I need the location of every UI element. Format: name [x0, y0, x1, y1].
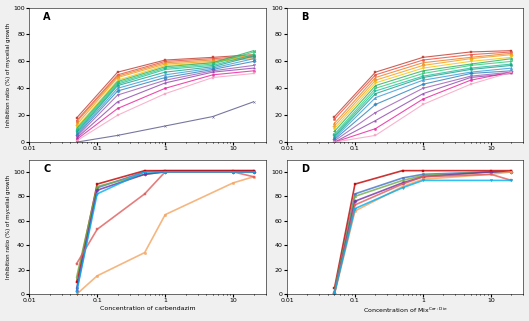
- Y-axis label: Inhibition ratio (%) of mycelial growth: Inhibition ratio (%) of mycelial growth: [6, 175, 11, 279]
- X-axis label: Concentration of carbendazim: Concentration of carbendazim: [99, 306, 195, 311]
- Text: B: B: [301, 12, 308, 22]
- Text: C: C: [43, 164, 51, 174]
- X-axis label: Concentration of Mix$^{\mathregular{Car:Die}}$: Concentration of Mix$^{\mathregular{Car:…: [363, 306, 448, 316]
- Text: D: D: [301, 164, 309, 174]
- Y-axis label: Inhibition ratio (%) of mycelial growth: Inhibition ratio (%) of mycelial growth: [6, 23, 11, 127]
- Text: A: A: [43, 12, 51, 22]
